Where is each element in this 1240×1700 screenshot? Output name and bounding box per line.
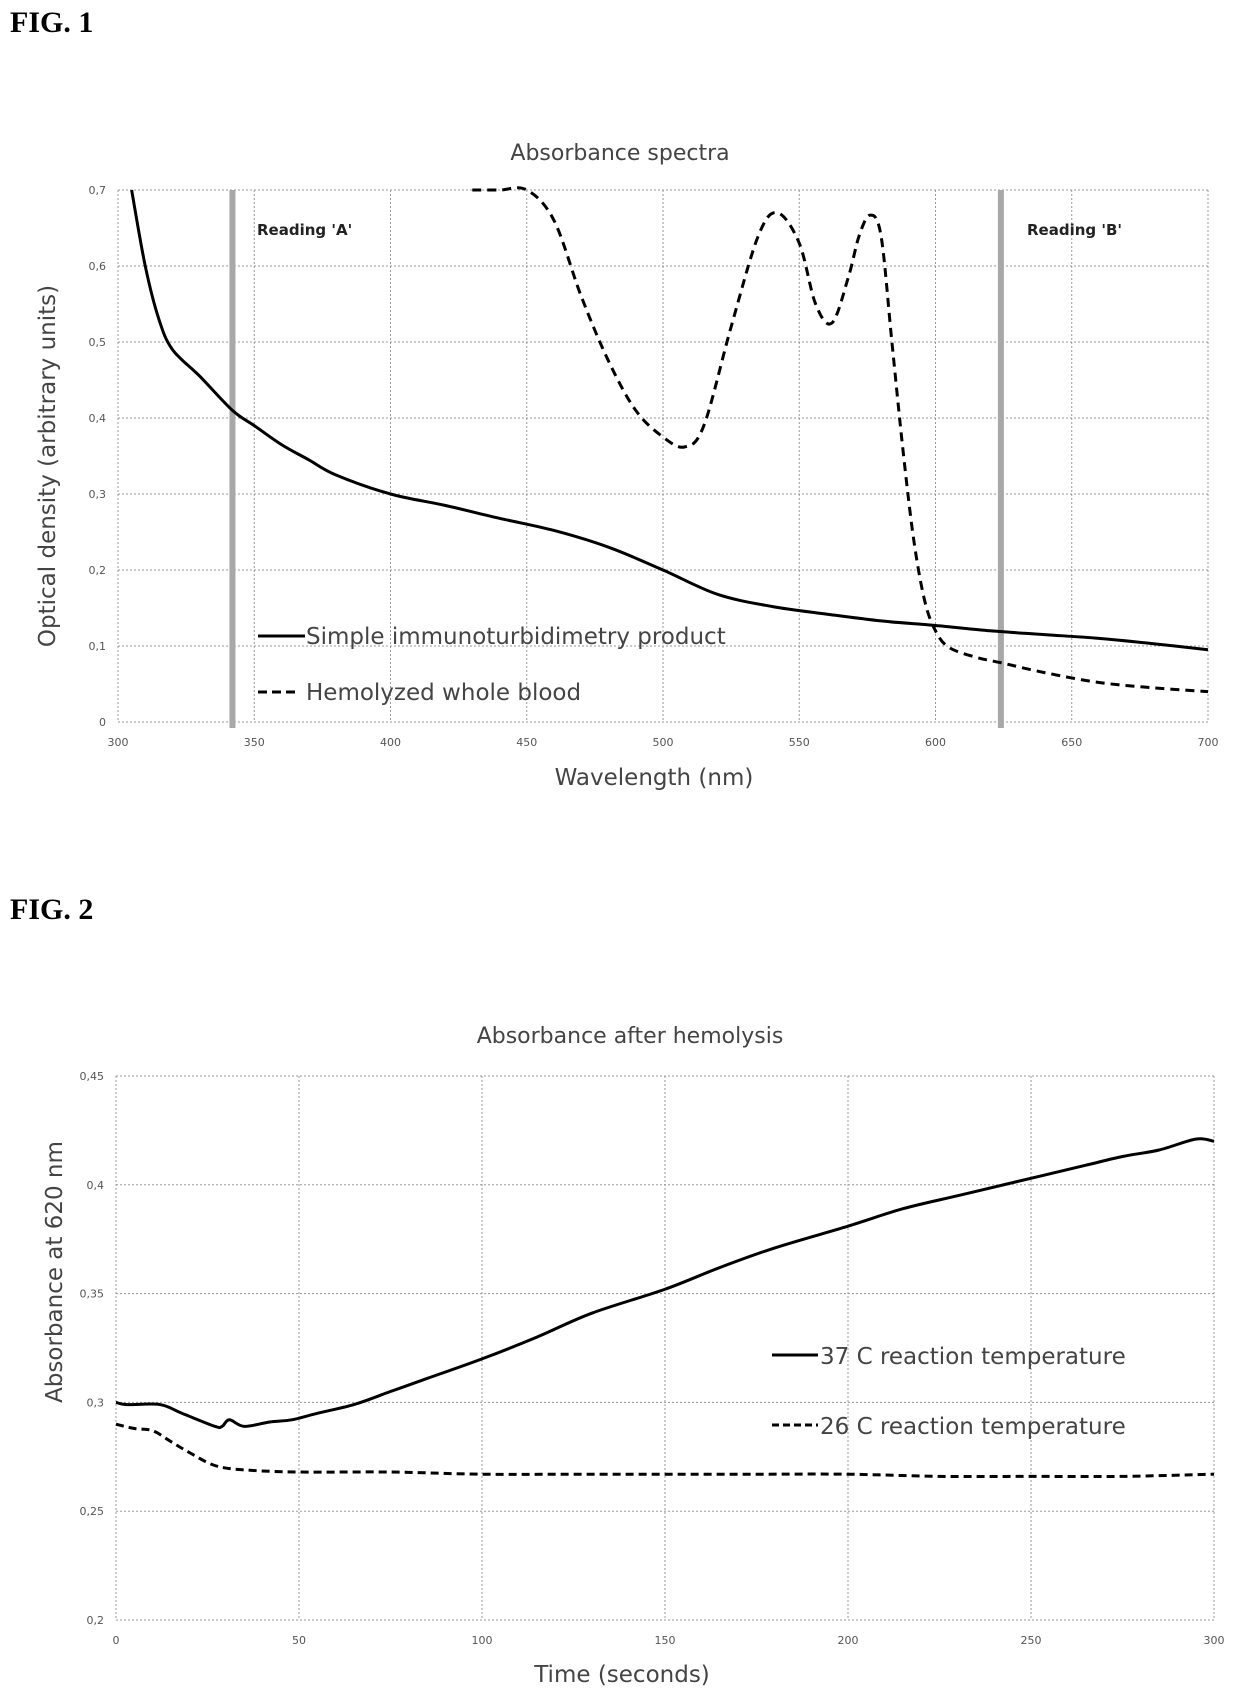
y-axis-label: Optical density (arbitrary units) <box>35 285 61 647</box>
chart-title: Absorbance spectra <box>510 141 729 166</box>
x-tick-label: 650 <box>1061 736 1082 749</box>
figure-2-label: FIG. 2 <box>10 893 94 926</box>
y-tick-label: 0,2 <box>87 1614 105 1627</box>
annotation-reading-b: Reading 'B' <box>1027 221 1122 239</box>
reading-band-marker <box>229 190 236 728</box>
figure-1-label: FIG. 1 <box>10 6 94 39</box>
x-tick-label: 450 <box>516 736 537 749</box>
x-tick-label: 500 <box>653 736 674 749</box>
y-tick-label: 0,45 <box>80 1070 105 1083</box>
legend: Simple immunoturbidimetry product Hemoly… <box>258 624 726 706</box>
grid <box>115 1075 1215 1621</box>
y-tick-label: 0,4 <box>87 1179 105 1192</box>
y-tick-label: 0,3 <box>89 488 107 501</box>
x-tick-label: 250 <box>1021 1634 1042 1647</box>
tick-labels: 300 350 400 450 500 550 600 650 700 0 0,1 0,2 0,3 0,4… <box>89 184 1219 749</box>
x-tick-label: 400 <box>380 736 401 749</box>
y-tick-label: 0,4 <box>89 412 107 425</box>
legend-label-26c: 26 C reaction temperature <box>820 1414 1126 1440</box>
x-tick-label: 200 <box>838 1634 859 1647</box>
series-line-solid <box>115 1137 1215 1430</box>
x-tick-label: 550 <box>789 736 810 749</box>
x-tick-label: 700 <box>1198 736 1219 749</box>
x-tick-label: 50 <box>292 1634 306 1647</box>
series <box>130 186 1209 694</box>
y-axis-label: Absorbance at 620 nm <box>42 1141 68 1403</box>
y-tick-label: 0,3 <box>87 1396 105 1409</box>
x-tick-label: 300 <box>1204 1634 1225 1647</box>
legend-label-hemolyzed-blood: Hemolyzed whole blood <box>306 680 581 706</box>
y-tick-label: 0,6 <box>89 260 107 273</box>
y-tick-label: 0,5 <box>89 336 107 349</box>
y-tick-label: 0,2 <box>89 564 107 577</box>
y-tick-label: 0 <box>99 716 106 729</box>
series-line-dashed <box>472 186 1209 694</box>
annotation-reading-a: Reading 'A' <box>257 221 352 239</box>
tick-labels: 0 50 100 150 200 250 300 0,2 0,25 0,3 0,35 0,4 0,45 <box>80 1070 1225 1647</box>
chart-title: Absorbance after hemolysis <box>477 1024 784 1049</box>
absorbance-spectra-chart: 300 350 400 450 500 550 600 650 700 0 0,1 0,2 0,3 0,4… <box>35 141 1219 791</box>
x-tick-label: 600 <box>925 736 946 749</box>
x-tick-label: 300 <box>108 736 129 749</box>
series-line-dashed <box>115 1422 1215 1479</box>
x-axis-label: Time (seconds) <box>533 1662 710 1688</box>
y-tick-label: 0,25 <box>80 1505 105 1518</box>
legend-label-37c: 37 C reaction temperature <box>820 1344 1126 1370</box>
reading-bands <box>229 190 1004 728</box>
grid <box>117 189 1209 723</box>
legend: 37 C reaction temperature 26 C reaction … <box>772 1344 1126 1440</box>
x-tick-label: 0 <box>113 1634 120 1647</box>
y-tick-label: 0,35 <box>80 1288 105 1301</box>
x-tick-label: 350 <box>244 736 265 749</box>
x-tick-label: 100 <box>472 1634 493 1647</box>
series-line-solid <box>130 189 1209 652</box>
x-axis-label: Wavelength (nm) <box>555 765 754 791</box>
x-tick-label: 150 <box>655 1634 676 1647</box>
legend-label-immunoturbidimetry: Simple immunoturbidimetry product <box>306 624 726 650</box>
reading-band-marker <box>997 190 1004 728</box>
series <box>115 1137 1215 1479</box>
y-tick-label: 0,1 <box>89 640 107 653</box>
y-tick-label: 0,7 <box>89 184 107 197</box>
